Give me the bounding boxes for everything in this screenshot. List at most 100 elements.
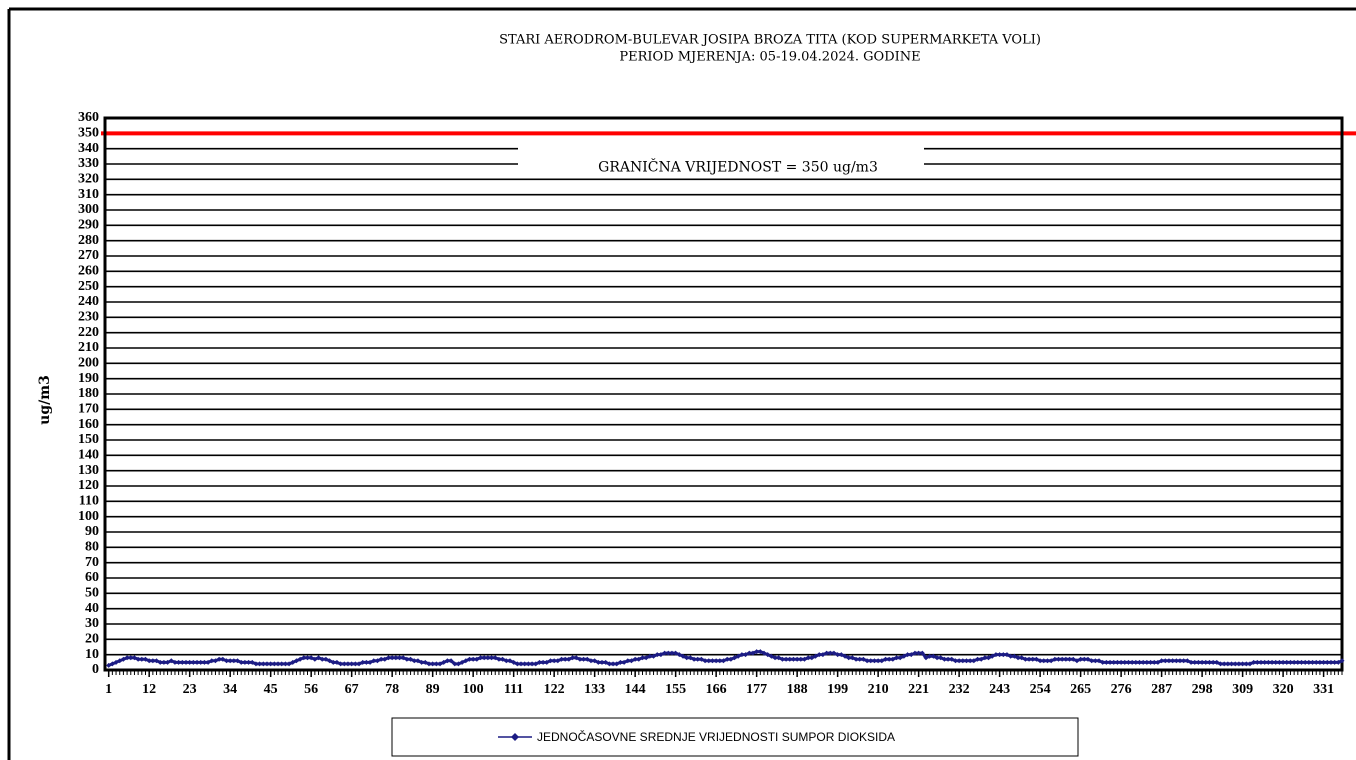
point-marker <box>275 661 281 667</box>
point-marker <box>1122 659 1128 665</box>
point-marker <box>882 656 888 662</box>
point-marker <box>801 656 807 662</box>
point-marker <box>997 652 1003 658</box>
point-marker <box>827 650 833 656</box>
x-tick-label: 265 <box>1070 682 1091 697</box>
point-marker <box>367 659 373 665</box>
point-marker <box>1070 656 1076 662</box>
point-marker <box>455 661 461 667</box>
point-marker <box>1306 659 1312 665</box>
point-marker <box>312 656 318 662</box>
x-tick-label: 309 <box>1232 682 1253 697</box>
y-tick-label: 310 <box>78 187 99 202</box>
point-marker <box>573 655 579 661</box>
point-marker <box>533 661 539 667</box>
y-tick-label: 150 <box>78 432 99 447</box>
point-marker <box>809 655 815 661</box>
point-marker <box>875 658 881 664</box>
point-marker <box>316 655 322 661</box>
x-tick-label: 133 <box>584 682 605 697</box>
point-marker <box>868 658 874 664</box>
point-marker <box>1044 658 1050 664</box>
y-tick-label: 220 <box>78 325 99 340</box>
point-marker <box>894 655 900 661</box>
point-marker <box>1081 656 1087 662</box>
y-tick-label: 340 <box>78 141 99 156</box>
point-marker <box>1151 659 1157 665</box>
point-marker <box>282 661 288 667</box>
point-marker <box>927 653 933 659</box>
y-tick-label: 260 <box>78 264 99 279</box>
point-marker <box>536 659 542 665</box>
point-marker <box>938 655 944 661</box>
point-marker <box>566 656 572 662</box>
point-marker <box>606 661 612 667</box>
point-marker <box>695 656 701 662</box>
point-marker <box>1067 656 1073 662</box>
point-marker <box>544 659 550 665</box>
point-marker <box>1100 659 1106 665</box>
point-marker <box>518 661 524 667</box>
point-marker <box>555 658 561 664</box>
point-marker <box>709 658 715 664</box>
y-tick-label: 200 <box>78 356 99 371</box>
point-marker <box>886 656 892 662</box>
point-marker <box>1299 659 1305 665</box>
point-marker <box>319 656 325 662</box>
point-marker <box>610 661 616 667</box>
point-marker <box>223 658 229 664</box>
y-tick-label: 140 <box>78 448 99 463</box>
point-marker <box>941 656 947 662</box>
y-tick-label: 170 <box>78 402 99 417</box>
point-marker <box>511 659 517 665</box>
point-marker <box>1284 659 1290 665</box>
point-marker <box>551 658 557 664</box>
point-marker <box>419 659 425 665</box>
point-marker <box>400 655 406 661</box>
point-marker <box>452 661 458 667</box>
point-marker <box>1078 656 1084 662</box>
point-marker <box>422 659 428 665</box>
y-tick-label: 190 <box>78 371 99 386</box>
point-marker <box>724 656 730 662</box>
point-marker <box>603 659 609 665</box>
point-marker <box>1103 659 1109 665</box>
point-marker <box>371 658 377 664</box>
point-marker <box>654 652 660 658</box>
point-marker <box>503 658 509 664</box>
point-marker <box>209 658 215 664</box>
y-tick-label: 50 <box>85 586 99 601</box>
point-marker <box>687 655 693 661</box>
point-marker <box>905 652 911 658</box>
point-marker <box>1052 656 1058 662</box>
x-tick-label: 144 <box>625 682 646 697</box>
point-marker <box>466 656 472 662</box>
point-marker <box>599 659 605 665</box>
point-marker <box>916 650 922 656</box>
point-marker <box>514 661 520 667</box>
point-marker <box>238 659 244 665</box>
point-marker <box>1004 652 1010 658</box>
point-marker <box>1144 659 1150 665</box>
point-marker <box>897 655 903 661</box>
point-marker <box>1096 658 1102 664</box>
y-tick-label: 250 <box>78 279 99 294</box>
point-marker <box>562 656 568 662</box>
point-marker <box>128 655 134 661</box>
point-marker <box>1173 658 1179 664</box>
point-marker <box>1111 659 1117 665</box>
y-tick-label: 280 <box>78 233 99 248</box>
point-marker <box>1247 661 1253 667</box>
y-tick-label: 160 <box>78 417 99 432</box>
point-marker <box>820 652 826 658</box>
point-marker <box>397 655 403 661</box>
point-marker <box>581 656 587 662</box>
point-marker <box>190 659 196 665</box>
y-tick-label: 30 <box>85 616 99 631</box>
y-tick-label: 10 <box>85 647 99 662</box>
point-marker <box>1210 659 1216 665</box>
x-tick-label: 177 <box>746 682 767 697</box>
point-marker <box>1015 655 1021 661</box>
point-marker <box>1181 658 1187 664</box>
point-marker <box>1129 659 1135 665</box>
